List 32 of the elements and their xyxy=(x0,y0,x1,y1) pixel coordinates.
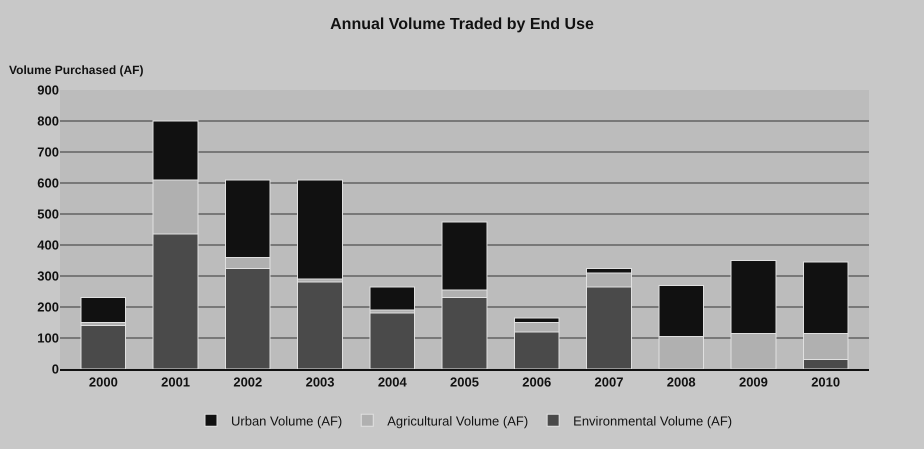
y-tick-label: 0 xyxy=(52,362,59,377)
y-tick-label: 900 xyxy=(37,82,59,98)
bar xyxy=(297,179,343,280)
x-tick-label: 2002 xyxy=(233,374,262,390)
chart-title: Annual Volume Traded by End Use xyxy=(330,16,594,34)
x-tick-label: 2009 xyxy=(738,374,768,390)
x-tick-label: 2006 xyxy=(522,374,552,390)
y-tick-label: 100 xyxy=(37,330,59,346)
x-tick-label: 2003 xyxy=(306,374,334,390)
x-tick-label: 2000 xyxy=(88,374,118,390)
bar xyxy=(297,282,343,369)
y-tick-label: 600 xyxy=(37,176,59,191)
legend-label: Environmental Volume (AF) xyxy=(573,413,732,428)
bar xyxy=(369,312,416,369)
y-axis-title: Volume Purchased (AF) xyxy=(9,63,144,77)
x-tick-label: 2010 xyxy=(811,374,840,390)
x-tick-label: 2001 xyxy=(161,374,190,390)
x-tick-label: 2005 xyxy=(450,374,479,390)
y-tick-label: 300 xyxy=(37,268,59,284)
y-tick-label: 200 xyxy=(37,300,59,315)
legend-label: Agricultural Volume (AF) xyxy=(387,413,528,428)
bar xyxy=(369,286,416,311)
legend-label: Urban Volume (AF) xyxy=(231,413,342,428)
y-tick-label: 400 xyxy=(37,238,59,253)
x-tick-label: 2004 xyxy=(378,374,408,390)
y-tick-label: 800 xyxy=(37,114,59,129)
y-tick-label: 700 xyxy=(37,144,59,160)
bar xyxy=(80,325,126,369)
y-tick-label: 500 xyxy=(37,206,59,222)
x-tick-label: 2007 xyxy=(594,374,624,390)
x-tick-label: 2008 xyxy=(666,374,696,390)
bar xyxy=(80,297,126,323)
